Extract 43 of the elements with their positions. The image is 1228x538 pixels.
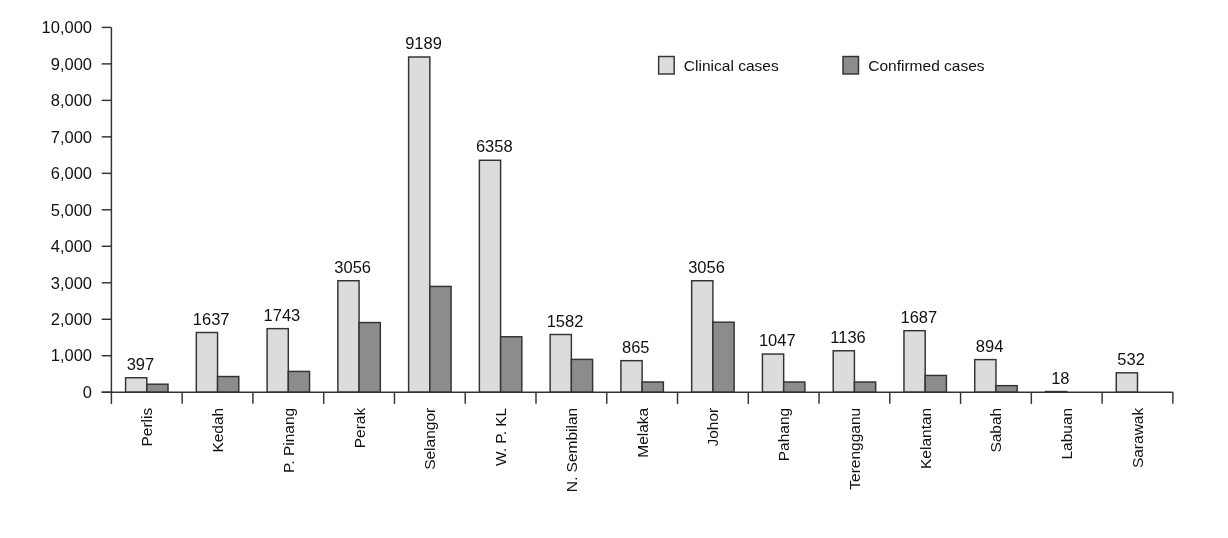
x-tick-label: Perlis	[138, 407, 156, 447]
x-tick-label: Melaka	[633, 407, 651, 458]
legend-label: Clinical cases	[683, 56, 779, 74]
x-tick-label: P. Pinang	[279, 407, 297, 474]
y-tick-label: 0	[82, 383, 92, 401]
y-tick-label: 1,000	[50, 346, 92, 365]
x-tick-label: Johor	[704, 407, 722, 447]
y-tick-label: 7,000	[50, 127, 92, 146]
x-tick-label: N. Sembilan	[562, 407, 580, 493]
x-tick-label: Kedah	[208, 407, 226, 453]
x-tick-label: W. P. KL	[492, 407, 510, 467]
data-label: 1743	[263, 305, 301, 324]
data-label: 532	[1117, 350, 1145, 369]
y-tick-label: 10,000	[41, 18, 92, 37]
data-label: 865	[622, 337, 650, 356]
data-label: 9189	[405, 34, 442, 53]
data-label: 1687	[900, 307, 938, 326]
x-tick-label: Terengganu	[845, 407, 863, 490]
x-tick-label: Kelantan	[916, 407, 934, 470]
x-tick-label: Perak	[350, 407, 368, 449]
data-label: 397	[126, 354, 155, 373]
x-tick-label: Pahang	[775, 407, 793, 462]
data-label: 6358	[475, 137, 513, 156]
legend-label: Confirmed cases	[868, 56, 985, 74]
y-tick-label: 9,000	[50, 54, 92, 73]
x-tick-label: Labuan	[1058, 407, 1076, 460]
data-label: 1637	[192, 309, 230, 328]
data-label: 1047	[758, 331, 796, 350]
x-tick-label: Sabah	[987, 407, 1005, 453]
y-tick-label: 4,000	[50, 237, 92, 256]
y-tick-label: 3,000	[50, 273, 92, 292]
data-label: 1582	[546, 311, 584, 330]
data-label: 894	[975, 336, 1004, 355]
x-tick-label: Sarawak	[1128, 407, 1146, 469]
y-tick-label: 5,000	[50, 200, 92, 219]
data-label: 18	[1051, 368, 1070, 387]
y-tick-label: 8,000	[50, 91, 92, 110]
y-tick-label: 2,000	[50, 310, 92, 329]
data-label: 1136	[830, 328, 866, 347]
x-tick-label: Selangor	[421, 407, 439, 470]
y-tick-label: 6,000	[50, 164, 92, 183]
data-label: 3056	[688, 257, 725, 276]
data-label: 3056	[334, 257, 372, 276]
